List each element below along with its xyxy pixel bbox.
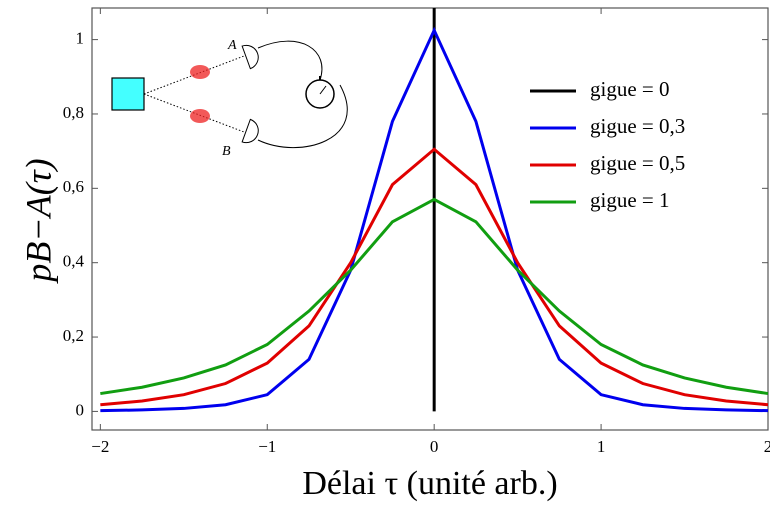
- x-tick-label: 1: [597, 437, 606, 456]
- series-line: [100, 26, 769, 413]
- y-tick-label: 0,6: [63, 177, 84, 196]
- y-tick-label: 0: [76, 400, 85, 419]
- y-tick-label: 0,4: [63, 252, 85, 271]
- x-tick-label: 2: [764, 437, 770, 456]
- inset-label: B: [222, 144, 231, 159]
- series-line: [100, 197, 769, 396]
- series-line: [100, 147, 769, 407]
- x-tick-label: 0: [430, 437, 439, 456]
- y-axis-label: pB−A(τ): [18, 158, 58, 284]
- legend-label: gigue = 0,5: [590, 151, 685, 175]
- x-tick-label: −1: [258, 437, 276, 456]
- inset-label: A: [227, 38, 237, 53]
- legend-label: gigue = 1: [590, 188, 670, 212]
- legend-label: gigue = 0,3: [590, 114, 685, 138]
- legend-label: gigue = 0: [590, 77, 670, 101]
- x-axis-label: Délai τ (unité arb.): [302, 465, 557, 502]
- y-tick-label: 0,2: [63, 326, 84, 345]
- y-tick-label: 1: [76, 29, 85, 48]
- inset-diagram: [111, 40, 348, 148]
- x-tick-label: −2: [91, 437, 109, 456]
- y-tick-label: 0,8: [63, 103, 84, 122]
- plot-frame: [91, 7, 769, 431]
